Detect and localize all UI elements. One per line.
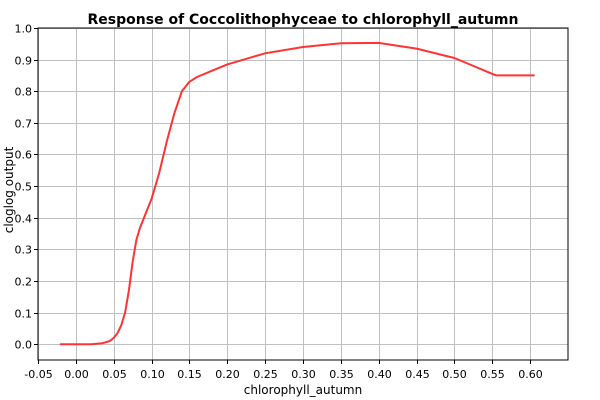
y-tick-label: 0.5 <box>15 181 33 194</box>
x-axis-label: chlorophyll_autumn <box>244 383 362 397</box>
response-curve <box>59 41 535 346</box>
x-tick-label: 0.25 <box>253 368 278 381</box>
x-tick-label: 0.30 <box>291 368 316 381</box>
series-layer <box>59 41 535 346</box>
x-tick-label: -0.05 <box>24 368 52 381</box>
axis-ticks <box>34 28 531 364</box>
y-tick-label: 1.0 <box>15 23 33 36</box>
y-tick-label: 0.2 <box>15 276 33 289</box>
y-tick-label: 0.8 <box>15 86 33 99</box>
grid-lines <box>38 28 568 360</box>
y-tick-label: 0.4 <box>15 213 33 226</box>
x-tick-label: 0.35 <box>329 368 354 381</box>
y-tick-label: 0.0 <box>15 339 33 352</box>
x-tick-label: 0.50 <box>442 368 467 381</box>
tick-labels: -0.05 0.00 0.05 0.10 0.15 0.20 0.25 0.30 0.35 0.4… <box>15 23 543 382</box>
y-tick-label: 0.3 <box>15 244 33 257</box>
chart-title: Response of Coccolithophyceae to chlorop… <box>88 12 519 28</box>
y-tick-label: 0.7 <box>15 118 33 131</box>
y-tick-label: 0.1 <box>15 308 33 321</box>
y-axis-label: cloglog output <box>2 146 16 233</box>
y-tick-label: 0.6 <box>15 149 33 162</box>
x-tick-label: 0.45 <box>405 368 430 381</box>
x-tick-label: 0.00 <box>64 368 89 381</box>
x-tick-label: 0.10 <box>140 368 165 381</box>
x-tick-label: 0.60 <box>518 368 543 381</box>
x-tick-label: 0.20 <box>215 368 240 381</box>
y-tick-label: 0.9 <box>15 55 33 68</box>
x-tick-label: 0.15 <box>177 368 202 381</box>
x-tick-label: 0.05 <box>102 368 127 381</box>
x-tick-label: 0.55 <box>480 368 505 381</box>
x-tick-label: 0.40 <box>367 368 392 381</box>
